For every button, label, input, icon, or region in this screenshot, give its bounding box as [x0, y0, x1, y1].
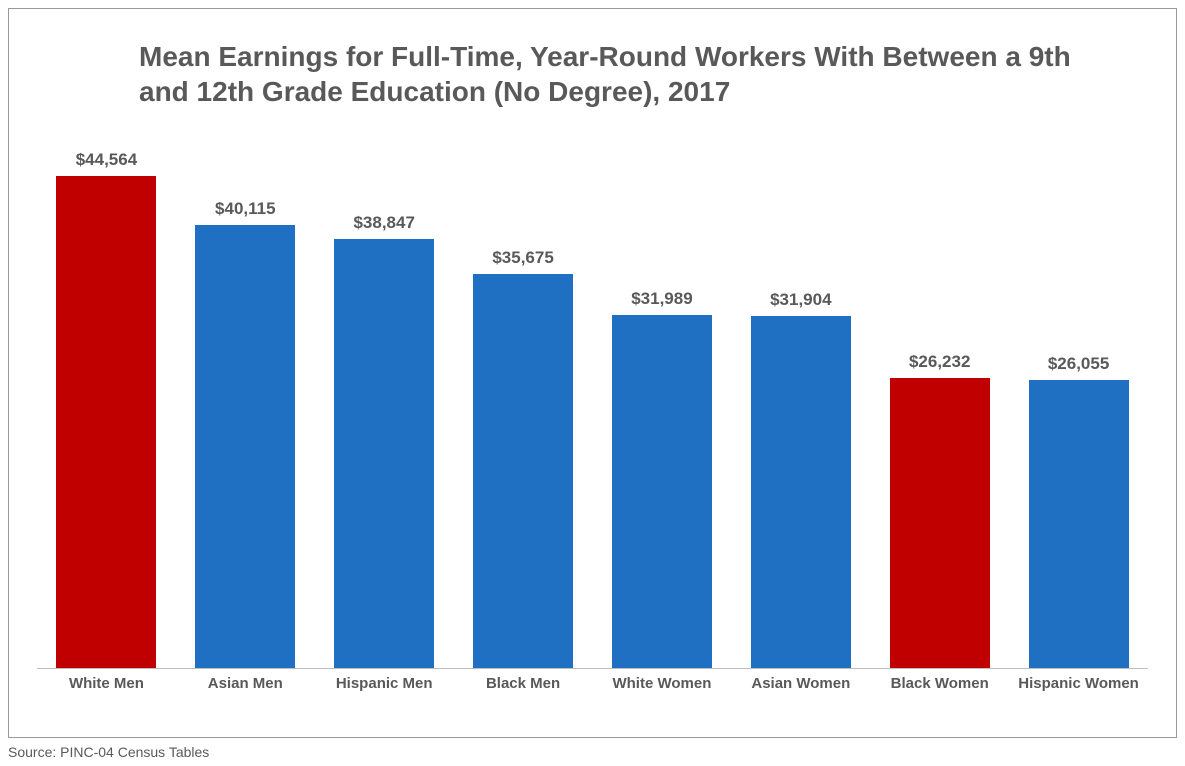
- bar-group: $44,564: [37, 149, 176, 668]
- bar: [334, 239, 434, 668]
- bar-value-label: $26,055: [1048, 354, 1109, 374]
- bar-group: $38,847: [315, 149, 454, 668]
- bar: [1029, 380, 1129, 668]
- bar-category-label: Black Men: [454, 669, 593, 697]
- bar: [612, 315, 712, 668]
- bar-category-label: Hispanic Men: [315, 669, 454, 697]
- labels-row: White MenAsian MenHispanic MenBlack MenW…: [37, 669, 1148, 697]
- bar-value-label: $26,232: [909, 352, 970, 372]
- bar-value-label: $40,115: [215, 199, 276, 219]
- bar-value-label: $31,989: [631, 289, 692, 309]
- bar-value-label: $38,847: [353, 213, 414, 233]
- bar-group: $31,904: [731, 149, 870, 668]
- bar-category-label: White Women: [593, 669, 732, 697]
- bar-category-label: Black Women: [870, 669, 1009, 697]
- chart-frame: Mean Earnings for Full-Time, Year-Round …: [8, 8, 1177, 738]
- bar-value-label: $44,564: [76, 150, 137, 170]
- bar-group: $40,115: [176, 149, 315, 668]
- bar-value-label: $35,675: [492, 248, 553, 268]
- bar-category-label: White Men: [37, 669, 176, 697]
- bar: [56, 176, 156, 668]
- bar-category-label: Asian Women: [731, 669, 870, 697]
- bars-row: $44,564 $40,115 $38,847 $35,675 $31,989 $31,9…: [37, 149, 1148, 669]
- bar: [473, 274, 573, 668]
- bar-group: $31,989: [593, 149, 732, 668]
- bar-category-label: Hispanic Women: [1009, 669, 1148, 697]
- bar: [890, 378, 990, 668]
- bar-group: $35,675: [454, 149, 593, 668]
- plot-area: $44,564 $40,115 $38,847 $35,675 $31,989 $31,9…: [37, 149, 1148, 697]
- bar-value-label: $31,904: [770, 290, 831, 310]
- bar-group: $26,055: [1009, 149, 1148, 668]
- source-text: Source: PINC-04 Census Tables: [8, 744, 209, 760]
- chart-title: Mean Earnings for Full-Time, Year-Round …: [139, 39, 1116, 109]
- bar-group: $26,232: [870, 149, 1009, 668]
- bar: [195, 225, 295, 668]
- bar: [751, 316, 851, 668]
- bar-category-label: Asian Men: [176, 669, 315, 697]
